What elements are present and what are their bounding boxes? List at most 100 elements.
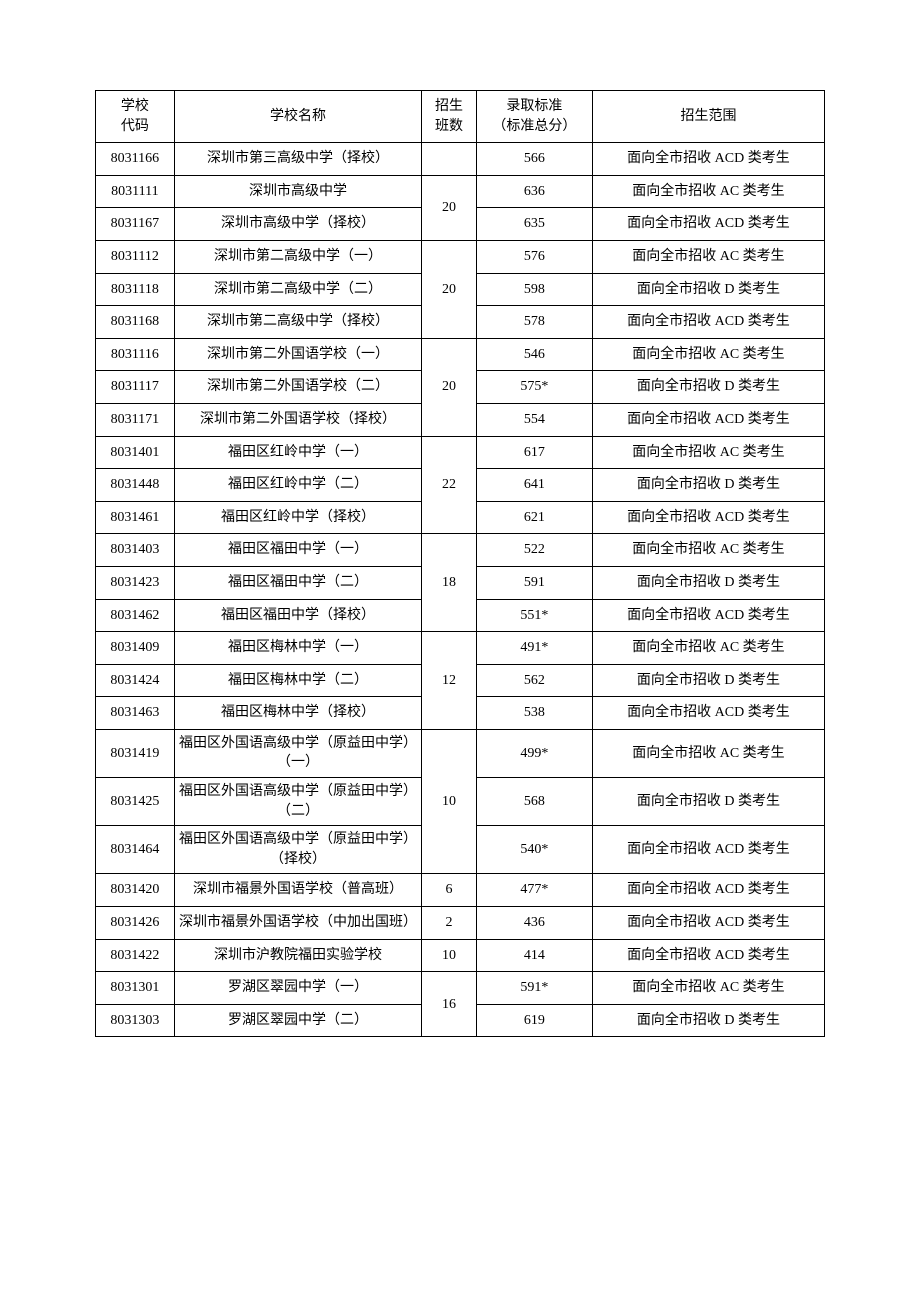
- school-code: 8031422: [96, 939, 175, 972]
- admission-scope: 面向全市招收 AC 类考生: [592, 175, 824, 208]
- school-name: 福田区福田中学（二）: [174, 566, 421, 599]
- school-name: 福田区福田中学（择校）: [174, 599, 421, 632]
- table-row: 8031419福田区外国语高级中学（原益田中学）（一）10499*面向全市招收 …: [96, 729, 825, 777]
- school-code: 8031403: [96, 534, 175, 567]
- admission-scope: 面向全市招收 AC 类考生: [592, 240, 824, 273]
- admission-score: 540*: [476, 826, 592, 874]
- admission-score: 575*: [476, 371, 592, 404]
- header-classes: 招生班数: [422, 91, 477, 143]
- class-count: 10: [422, 939, 477, 972]
- school-name: 深圳市第三高级中学（择校）: [174, 143, 421, 176]
- class-count: 18: [422, 534, 477, 632]
- school-code: 8031171: [96, 403, 175, 436]
- table-row: 8031401福田区红岭中学（一）22617面向全市招收 AC 类考生: [96, 436, 825, 469]
- class-count: 6: [422, 874, 477, 907]
- admission-scope: 面向全市招收 ACD 类考生: [592, 697, 824, 730]
- school-name: 深圳市福景外国语学校（普高班）: [174, 874, 421, 907]
- admission-score: 436: [476, 907, 592, 940]
- school-name: 福田区外国语高级中学（原益田中学）（一）: [174, 729, 421, 777]
- school-name: 深圳市第二外国语学校（一）: [174, 338, 421, 371]
- school-name: 深圳市高级中学: [174, 175, 421, 208]
- school-name: 福田区外国语高级中学（原益田中学）（二）: [174, 778, 421, 826]
- school-code: 8031303: [96, 1004, 175, 1037]
- school-code: 8031118: [96, 273, 175, 306]
- admission-scope: 面向全市招收 D 类考生: [592, 273, 824, 306]
- header-name: 学校名称: [174, 91, 421, 143]
- school-name: 深圳市第二高级中学（一）: [174, 240, 421, 273]
- school-code: 8031111: [96, 175, 175, 208]
- class-count: 20: [422, 175, 477, 240]
- table-row: 8031112深圳市第二高级中学（一）20576面向全市招收 AC 类考生: [96, 240, 825, 273]
- table-row: 8031426深圳市福景外国语学校（中加出国班）2436面向全市招收 ACD 类…: [96, 907, 825, 940]
- table-row: 8031422深圳市沪教院福田实验学校10414面向全市招收 ACD 类考生: [96, 939, 825, 972]
- school-name: 福田区梅林中学（二）: [174, 664, 421, 697]
- admission-scope: 面向全市招收 ACD 类考生: [592, 939, 824, 972]
- school-code: 8031462: [96, 599, 175, 632]
- school-code: 8031301: [96, 972, 175, 1005]
- admission-score: 635: [476, 208, 592, 241]
- admission-scope: 面向全市招收 ACD 类考生: [592, 306, 824, 339]
- class-count: 12: [422, 632, 477, 730]
- class-count: 16: [422, 972, 477, 1037]
- admission-score: 578: [476, 306, 592, 339]
- admission-score: 621: [476, 501, 592, 534]
- admission-scope: 面向全市招收 D 类考生: [592, 664, 824, 697]
- school-code: 8031463: [96, 697, 175, 730]
- table-row: 8031403福田区福田中学（一）18522面向全市招收 AC 类考生: [96, 534, 825, 567]
- school-name: 深圳市第二高级中学（择校）: [174, 306, 421, 339]
- table-row: 8031301罗湖区翠园中学（一）16591*面向全市招收 AC 类考生: [96, 972, 825, 1005]
- school-code: 8031423: [96, 566, 175, 599]
- school-name: 福田区外国语高级中学（原益田中学）（择校）: [174, 826, 421, 874]
- admission-score: 477*: [476, 874, 592, 907]
- admission-scope: 面向全市招收 AC 类考生: [592, 972, 824, 1005]
- admission-scope: 面向全市招收 ACD 类考生: [592, 907, 824, 940]
- school-code: 8031112: [96, 240, 175, 273]
- school-code: 8031464: [96, 826, 175, 874]
- admission-score: 617: [476, 436, 592, 469]
- school-name: 深圳市高级中学（择校）: [174, 208, 421, 241]
- school-code: 8031424: [96, 664, 175, 697]
- admission-score: 546: [476, 338, 592, 371]
- admission-score: 576: [476, 240, 592, 273]
- admissions-table: 学校代码学校名称招生班数录取标准（标准总分）招生范围8031166深圳市第三高级…: [95, 90, 825, 1037]
- class-count: 2: [422, 907, 477, 940]
- admission-score: 562: [476, 664, 592, 697]
- admission-scope: 面向全市招收 D 类考生: [592, 469, 824, 502]
- school-name: 罗湖区翠园中学（二）: [174, 1004, 421, 1037]
- table-row: 8031111深圳市高级中学20636面向全市招收 AC 类考生: [96, 175, 825, 208]
- school-code: 8031419: [96, 729, 175, 777]
- admission-score: 641: [476, 469, 592, 502]
- admission-scope: 面向全市招收 AC 类考生: [592, 338, 824, 371]
- table-row: 8031166深圳市第三高级中学（择校）566面向全市招收 ACD 类考生: [96, 143, 825, 176]
- school-name: 福田区红岭中学（二）: [174, 469, 421, 502]
- school-name: 福田区梅林中学（一）: [174, 632, 421, 665]
- school-code: 8031425: [96, 778, 175, 826]
- school-code: 8031420: [96, 874, 175, 907]
- admission-scope: 面向全市招收 AC 类考生: [592, 436, 824, 469]
- admission-score: 591: [476, 566, 592, 599]
- header-code: 学校代码: [96, 91, 175, 143]
- school-code: 8031167: [96, 208, 175, 241]
- class-count: 20: [422, 338, 477, 436]
- admission-scope: 面向全市招收 D 类考生: [592, 566, 824, 599]
- school-code: 8031166: [96, 143, 175, 176]
- admission-scope: 面向全市招收 D 类考生: [592, 778, 824, 826]
- school-code: 8031401: [96, 436, 175, 469]
- admission-score: 499*: [476, 729, 592, 777]
- class-count: 10: [422, 729, 477, 874]
- school-name: 福田区梅林中学（择校）: [174, 697, 421, 730]
- school-code: 8031426: [96, 907, 175, 940]
- admission-scope: 面向全市招收 ACD 类考生: [592, 143, 824, 176]
- school-name: 深圳市沪教院福田实验学校: [174, 939, 421, 972]
- admission-score: 568: [476, 778, 592, 826]
- table-row: 8031409福田区梅林中学（一）12491*面向全市招收 AC 类考生: [96, 632, 825, 665]
- admission-score: 551*: [476, 599, 592, 632]
- admission-score: 491*: [476, 632, 592, 665]
- admission-scope: 面向全市招收 ACD 类考生: [592, 874, 824, 907]
- school-name: 福田区红岭中学（择校）: [174, 501, 421, 534]
- school-code: 8031116: [96, 338, 175, 371]
- school-name: 深圳市第二外国语学校（二）: [174, 371, 421, 404]
- school-code: 8031117: [96, 371, 175, 404]
- class-count: 20: [422, 240, 477, 338]
- school-code: 8031461: [96, 501, 175, 534]
